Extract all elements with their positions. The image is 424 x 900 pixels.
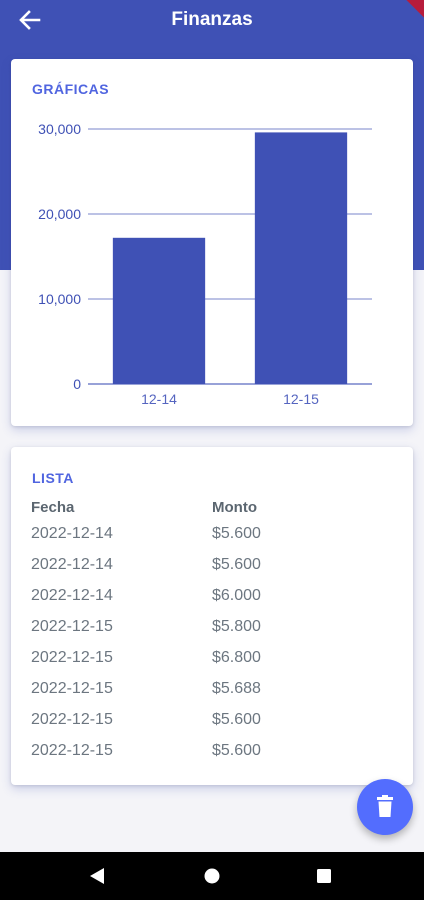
row-date: 2022-12-14 (31, 587, 113, 604)
y-tick-label: 30,000 (38, 121, 81, 137)
list-item: 2022-12-15 $5.688 (11, 680, 413, 711)
triangle-back-icon (90, 868, 104, 884)
row-date: 2022-12-14 (31, 525, 113, 542)
list-item: 2022-12-15 $5.800 (11, 618, 413, 649)
square-recents-icon (317, 869, 331, 883)
list-card: LISTA Fecha Monto 2022-12-14 $5.600 2022… (11, 447, 413, 785)
row-amount: $5.800 (212, 618, 261, 635)
column-header-amount: Monto (212, 499, 257, 516)
circle-home-icon (204, 868, 220, 884)
bar (112, 237, 206, 384)
y-tick-label: 10,000 (38, 291, 81, 307)
y-tick-label: 0 (73, 376, 81, 392)
x-tick-label: 12-15 (283, 391, 319, 407)
page-title: Finanzas (171, 9, 253, 30)
list-item: 2022-12-14 $6.000 (11, 587, 413, 618)
list-card-label: LISTA (32, 470, 74, 486)
arrow-left-icon (19, 10, 41, 30)
system-back-button[interactable] (84, 864, 110, 888)
delete-fab-button[interactable] (357, 779, 413, 835)
chart-card: GRÁFICAS 0 10,000 20,000 30,000 12-14 12-15 (11, 59, 413, 426)
list-item: 2022-12-14 $5.600 (11, 525, 413, 556)
row-amount: $6.000 (212, 587, 261, 604)
row-amount: $5.600 (212, 742, 261, 759)
list-item: 2022-12-14 $5.600 (11, 556, 413, 587)
x-tick-label: 12-14 (141, 391, 177, 407)
row-amount: $5.688 (212, 680, 261, 697)
column-header-date: Fecha (31, 499, 75, 516)
row-date: 2022-12-14 (31, 556, 113, 573)
trash-icon (377, 795, 393, 817)
row-date: 2022-12-15 (31, 680, 113, 697)
list-item: 2022-12-15 $5.600 (11, 742, 413, 773)
system-navigation-bar (0, 852, 424, 900)
transaction-list: 2022-12-14 $5.600 2022-12-14 $5.600 2022… (11, 525, 413, 773)
row-amount: $5.600 (212, 556, 261, 573)
row-date: 2022-12-15 (31, 742, 113, 759)
list-item: 2022-12-15 $6.800 (11, 649, 413, 680)
back-button[interactable] (18, 8, 42, 32)
bar-chart: 0 10,000 20,000 30,000 12-14 12-15 (38, 121, 372, 407)
bar (254, 132, 348, 384)
system-recents-button[interactable] (313, 865, 335, 887)
list-item: 2022-12-15 $5.600 (11, 711, 413, 742)
row-amount: $5.600 (212, 711, 261, 728)
row-date: 2022-12-15 (31, 618, 113, 635)
row-date: 2022-12-15 (31, 649, 113, 666)
chart-card-label: GRÁFICAS (32, 81, 110, 97)
y-tick-label: 20,000 (38, 206, 81, 222)
row-amount: $5.600 (212, 525, 261, 542)
row-amount: $6.800 (212, 649, 261, 666)
system-home-button[interactable] (201, 865, 223, 887)
row-date: 2022-12-15 (31, 711, 113, 728)
